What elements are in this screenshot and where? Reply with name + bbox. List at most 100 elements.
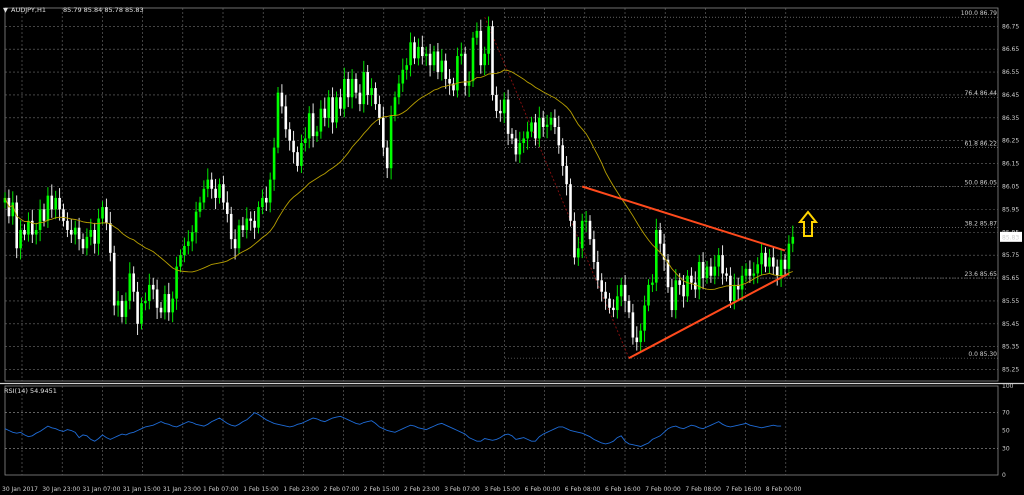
candle-body xyxy=(463,53,467,86)
candle-body xyxy=(495,94,498,111)
candle-body xyxy=(124,300,128,317)
candle-body xyxy=(752,273,756,276)
candle-body xyxy=(222,184,225,203)
candle-body xyxy=(705,266,709,279)
candle-body xyxy=(11,202,15,217)
candle-body xyxy=(440,60,444,73)
price-axis-tick: 85.65 xyxy=(1002,275,1019,282)
candle-body xyxy=(350,78,354,98)
candle-body xyxy=(658,229,662,244)
candle-body xyxy=(66,220,69,230)
price-axis-tick: 86.45 xyxy=(1002,92,1019,99)
candle-body xyxy=(417,46,420,59)
candle-body xyxy=(518,143,522,155)
candle-body xyxy=(292,140,295,153)
candle-body xyxy=(27,220,30,235)
price-axis-tick: 85.75 xyxy=(1002,252,1019,259)
candle-body xyxy=(775,266,779,276)
time-axis-tick: 7 Feb 16:00 xyxy=(726,486,762,493)
candle-body xyxy=(218,184,221,198)
candle-body xyxy=(444,60,447,79)
candle-body xyxy=(362,72,366,105)
candle-body xyxy=(682,284,685,297)
candle-body xyxy=(323,108,327,118)
candle-body xyxy=(569,184,572,221)
candle-body xyxy=(300,143,303,166)
candle-body xyxy=(686,275,689,297)
candle-body xyxy=(109,223,112,253)
candle-body xyxy=(265,197,268,203)
candle-body xyxy=(226,202,229,214)
price-axis-tick: 85.35 xyxy=(1002,344,1019,351)
candle-body xyxy=(561,145,564,166)
candle-body xyxy=(97,218,100,244)
candle-body xyxy=(545,124,549,127)
time-axis-tick: 2 Feb 23:00 xyxy=(404,486,440,493)
fib-level-label: 100.0 86.79 xyxy=(961,10,997,17)
candle-body xyxy=(631,312,635,338)
candle-body xyxy=(370,88,373,95)
price-axis-tick: 86.75 xyxy=(1002,23,1019,30)
candle-body xyxy=(709,266,713,276)
candle-body xyxy=(409,42,412,66)
fib-anchor-line xyxy=(484,16,630,359)
candle-body xyxy=(713,266,717,276)
candle-body xyxy=(592,239,596,263)
candle-body xyxy=(175,266,178,299)
candle-body xyxy=(233,239,237,249)
rsi-axis-tick: 30 xyxy=(1002,445,1010,452)
candle-body xyxy=(764,252,767,267)
candle-body xyxy=(401,69,405,84)
candle-body xyxy=(577,248,580,258)
time-axis-tick: 30 Jan 23:00 xyxy=(42,486,80,493)
candle-body xyxy=(623,284,627,301)
candle-body xyxy=(19,229,22,249)
candle-body xyxy=(50,195,54,210)
candle-body xyxy=(132,273,135,292)
current-price-marker xyxy=(1000,231,1022,242)
candle-body xyxy=(506,99,510,134)
candle-body xyxy=(378,104,381,118)
candle-body xyxy=(249,218,252,221)
candle-body xyxy=(31,220,34,235)
candle-body xyxy=(155,289,159,308)
candle-body xyxy=(510,133,514,139)
candle-body xyxy=(34,229,38,235)
candle-body xyxy=(89,229,93,237)
candle-body xyxy=(46,195,50,221)
candle-body xyxy=(479,30,483,66)
candle-body xyxy=(534,122,537,139)
candle-body xyxy=(783,259,787,269)
candle-body xyxy=(787,243,791,269)
candle-body xyxy=(647,284,650,306)
candle-body xyxy=(171,298,174,313)
candle-body xyxy=(744,268,748,276)
candle-body xyxy=(307,113,311,139)
candle-body xyxy=(81,239,85,249)
time-axis-tick: 3 Feb 07:00 xyxy=(444,486,480,493)
candle-body xyxy=(514,138,518,155)
candle-body xyxy=(62,209,65,221)
candle-body xyxy=(77,227,81,240)
candle-body xyxy=(288,129,291,141)
candle-body xyxy=(405,65,408,70)
candle-body xyxy=(651,282,654,285)
candle-body xyxy=(272,147,276,180)
candle-body xyxy=(635,337,639,343)
time-axis-tick: 30 Jan 2017 xyxy=(2,486,38,493)
candle-body xyxy=(717,255,720,267)
candle-body xyxy=(358,92,362,105)
triangle-lower-trendline xyxy=(628,272,790,360)
price-axis-tick: 86.05 xyxy=(1002,183,1019,190)
candle-body xyxy=(393,97,397,116)
candle-body xyxy=(756,264,759,274)
time-axis-tick: 8 Feb 00:00 xyxy=(766,486,802,493)
candle-body xyxy=(424,53,428,57)
rsi-axis-tick: 100 xyxy=(1002,383,1014,390)
candle-body xyxy=(475,30,479,38)
current-price-label: 85.83 xyxy=(1002,234,1019,241)
candle-body xyxy=(210,179,213,189)
candle-body xyxy=(565,165,568,185)
candle-body xyxy=(128,273,132,301)
